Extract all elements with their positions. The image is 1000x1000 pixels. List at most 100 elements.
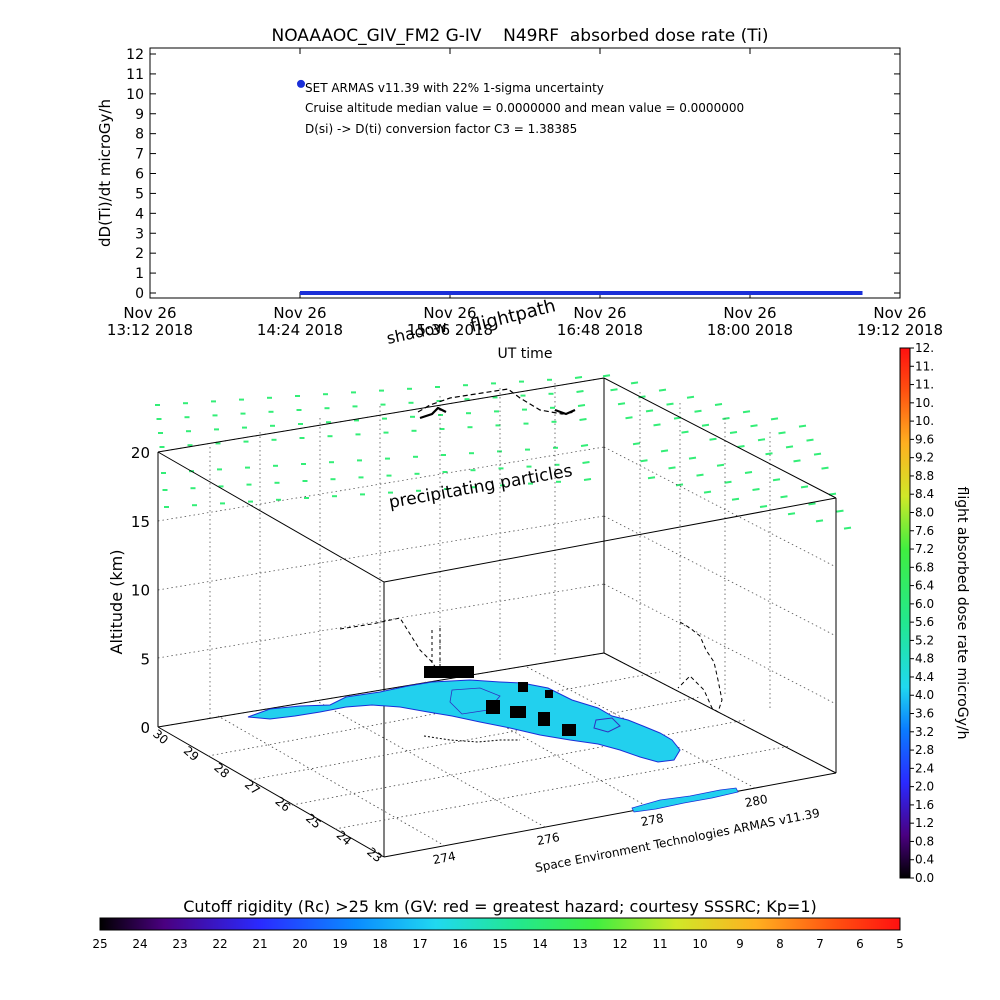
- particle-mark: [688, 456, 697, 460]
- particle-mark: [765, 452, 773, 456]
- rigidity-colorbar-ramp: [99, 917, 901, 931]
- dose-colorbar-tick-label: 6.8: [915, 560, 934, 574]
- particle-mark: [696, 473, 704, 477]
- latitude-tick-label: 26: [273, 794, 294, 815]
- dose-colorbar-tick-label: 12.: [915, 341, 934, 355]
- longitude-tick-label: 274: [432, 849, 457, 867]
- annotation-line-2: Cruise altitude median value = 0.0000000…: [305, 101, 744, 115]
- particle-mark: [703, 490, 712, 494]
- y-tick-label: 10: [126, 87, 144, 103]
- rigidity-colorbar-tick-label: 20: [292, 937, 307, 951]
- dose-colorbar-tick-label: 8.8: [915, 469, 934, 483]
- precipitating-particles: [155, 374, 852, 530]
- dose-colorbar-tick-label: 10.: [915, 414, 934, 428]
- particle-mark: [843, 526, 852, 530]
- particle-mark: [681, 430, 689, 434]
- particle-mark: [722, 417, 730, 420]
- dose-colorbar-tick-label: 4.8: [915, 652, 934, 666]
- x-tick-label-date: Nov 26: [723, 304, 776, 322]
- latitude-tick-label: 30: [150, 727, 171, 748]
- y-tick-label: 7: [135, 147, 144, 163]
- dose-colorbar-tick-label: 6.4: [915, 579, 934, 593]
- x-tick-label-time: 13:12 2018: [107, 321, 193, 339]
- particle-mark: [602, 374, 611, 378]
- track-vertical: [431, 628, 441, 670]
- y-tick-label: 9: [135, 107, 144, 123]
- credit-label: Space Environment Technologies ARMAS v11…: [534, 806, 821, 875]
- dose-colorbar-tick-label: 1.6: [915, 798, 934, 812]
- particle-mark: [630, 381, 639, 385]
- rigidity-colorbar-ticks: 25 24 23 22 21 20 19 18 17 16 15 14 13 12 11 10 9 8 7 6 5: [92, 937, 903, 951]
- y-tick-label: 1: [135, 266, 144, 282]
- dose-colorbar-tick-label: 1.2: [915, 816, 934, 830]
- dose-colorbar-tick-label: 10.: [915, 396, 934, 410]
- rigidity-colorbar-tick-label: 24: [132, 937, 147, 951]
- lake-okeechobee: [593, 717, 621, 733]
- longitude-tick-label: 280: [744, 792, 769, 810]
- particle-mark: [617, 402, 626, 406]
- dose-colorbar-tick-label: 8.0: [915, 505, 934, 519]
- x-tick-label-time: 14:24 2018: [257, 321, 343, 339]
- rigidity-colorbar-tick-label: 22: [212, 937, 227, 951]
- particle-mark: [787, 512, 796, 516]
- florida-keys: [631, 787, 739, 813]
- particle-mark: [821, 466, 829, 470]
- rigidity-colorbar-tick-label: 23: [172, 937, 187, 951]
- y-tick-label: 5: [135, 186, 144, 202]
- dose-colorbar-ticks: 0.0 0.4 0.8 1.2 1.6 2.0 2.4 2.8 3.2 3.6 4.0 4.4 4.8 5…: [910, 341, 934, 885]
- altitude-tick-label: 0: [140, 719, 150, 737]
- flightpath-label: flightpath: [468, 295, 558, 336]
- x-tick-label-time: 19:12 2018: [857, 321, 943, 339]
- floor-grid: [207, 665, 791, 847]
- particle-mark: [675, 483, 684, 487]
- particle-mark: [709, 437, 717, 441]
- altitude-tick-label: 15: [131, 513, 150, 531]
- flightpath-cluster: [419, 406, 576, 420]
- particle-mark: [658, 388, 667, 392]
- particle-mark: [770, 417, 779, 421]
- particle-mark: [780, 495, 788, 499]
- x-tick-label-time: 15:36 2018: [407, 321, 493, 339]
- shadow-track: [423, 735, 520, 743]
- particle-mark: [815, 519, 824, 523]
- altitude-axis-label: Altitude (km): [107, 550, 126, 655]
- dose-colorbar-tick-label: 3.2: [915, 725, 934, 739]
- rigidity-colorbar-tick-label: 12: [612, 937, 627, 951]
- dose-colorbar: 0.0 0.4 0.8 1.2 1.6 2.0 2.4 2.8 3.2 3.6 4.0 4.4 4.8 5…: [899, 341, 970, 885]
- y-tick-label: 3: [135, 226, 144, 242]
- florida-peninsula: [247, 679, 681, 763]
- particle-mark: [813, 452, 822, 456]
- dose-colorbar-tick-label: 0.8: [915, 834, 934, 848]
- latitude-tick-label: 25: [303, 811, 324, 832]
- x-tick-label-time: 18:00 2018: [707, 321, 793, 339]
- dose-colorbar-tick-label: 4.0: [915, 688, 934, 702]
- altitude-tick-label: 20: [131, 444, 150, 462]
- particle-mark: [660, 449, 669, 453]
- y-tick-label: 4: [135, 206, 144, 222]
- particle-mark: [610, 388, 618, 392]
- box-frame: [157, 377, 837, 858]
- x-tick-label-date: Nov 26: [423, 304, 476, 322]
- rigidity-colorbar-tick-label: 5: [896, 937, 904, 951]
- rigidity-colorbar-tick-label: 11: [652, 937, 667, 951]
- latitude-tick-label: 29: [181, 744, 202, 765]
- latitude-tick-label: 27: [242, 777, 263, 798]
- x-tick-label-date: Nov 26: [573, 304, 626, 322]
- dose-colorbar-tick-label: 9.2: [915, 451, 934, 465]
- particles-label: precipitating particles: [387, 461, 574, 513]
- x-tick-label-date: Nov 26: [273, 304, 326, 322]
- particle-mark: [737, 445, 745, 448]
- particle-mark: [785, 445, 794, 449]
- rigidity-colorbar-tick-label: 16: [452, 937, 467, 951]
- dose-colorbar-tick-label: 8.4: [915, 487, 934, 501]
- rigidity-colorbar-tick-label: 19: [332, 937, 347, 951]
- particle-mark: [647, 476, 656, 480]
- dose-colorbar-tick-label: 11.: [915, 378, 934, 392]
- dose-colorbar-tick-label: 11.: [915, 359, 934, 373]
- x-tick-label-time: 16:48 2018: [557, 321, 643, 339]
- latitude-tick-label: 24: [334, 828, 355, 849]
